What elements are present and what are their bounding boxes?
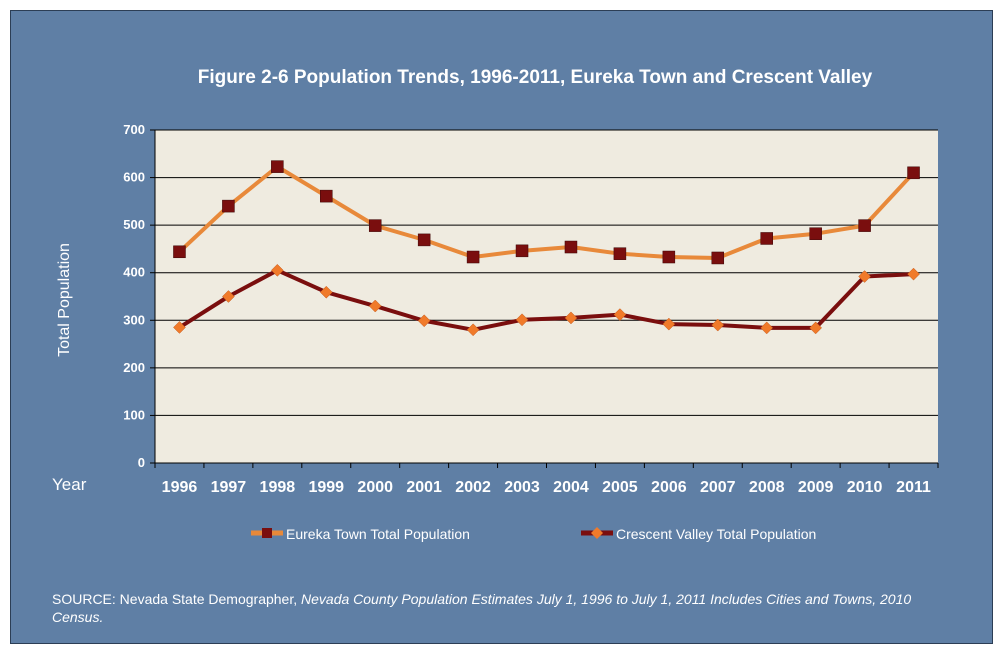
data-point-1 [368, 299, 382, 313]
data-point-0 [662, 250, 676, 264]
data-point-0 [368, 219, 382, 232]
x-tick-label: 2005 [602, 479, 638, 496]
x-tick-label: 2009 [798, 479, 834, 496]
data-point-1 [417, 314, 431, 328]
data-point-0 [711, 251, 725, 265]
x-tick-label: 2006 [651, 479, 687, 496]
x-tick-label: 1996 [162, 479, 198, 496]
x-tick-label: 2011 [896, 479, 931, 496]
legend-eureka-swatch [251, 528, 283, 538]
x-tick-label: 2003 [504, 479, 540, 496]
legend-crescent-swatch [581, 527, 613, 539]
x-tick-label: 1999 [308, 479, 344, 496]
chart-title: Figure 2-6 Population Trends, 1996-2011,… [197, 67, 873, 88]
data-point-1 [711, 318, 725, 332]
x-tick-label: 1998 [260, 479, 296, 496]
data-point-1 [858, 270, 871, 283]
x-tick-label: 1997 [211, 479, 247, 496]
x-axis-label: Year [52, 475, 87, 494]
source-prefix: SOURCE: Nevada State Demographer, [52, 591, 302, 607]
x-tick-label: 2004 [553, 479, 589, 496]
data-point-0 [564, 240, 578, 254]
data-point-0 [809, 227, 822, 240]
data-point-0 [271, 160, 284, 173]
y-tick-label: 300 [123, 312, 145, 327]
y-tick-label: 100 [123, 407, 145, 422]
data-point-0 [760, 232, 773, 245]
y-axis-label: Total Population [56, 243, 73, 357]
data-point-1 [319, 285, 333, 299]
data-point-1 [466, 323, 480, 337]
data-point-1 [662, 317, 676, 331]
y-tick-label: 0 [138, 455, 145, 470]
x-tick-label: 2010 [847, 479, 883, 496]
x-tick-label: 2007 [700, 479, 736, 496]
source-note: SOURCE: Nevada State Demographer, Nevada… [52, 590, 952, 626]
y-tick-label: 700 [123, 122, 145, 137]
data-point-1 [270, 263, 284, 277]
data-point-0 [466, 250, 480, 264]
y-tick-label: 400 [123, 265, 145, 280]
x-tick-label: 2008 [749, 479, 785, 496]
data-point-1 [907, 267, 920, 281]
legend-eureka-label: Eureka Town Total Population [286, 526, 470, 542]
data-point-1 [809, 321, 823, 335]
data-point-0 [173, 245, 186, 259]
data-point-0 [515, 244, 529, 258]
data-point-1 [613, 308, 627, 321]
source-citation: Nevada County Population Estimates July … [52, 591, 912, 625]
data-point-0 [222, 199, 235, 213]
x-tick-label: 2002 [455, 479, 491, 496]
legend-crescent-label: Crescent Valley Total Population [616, 526, 817, 542]
y-tick-label: 500 [123, 217, 145, 232]
data-point-0 [858, 219, 871, 232]
y-tick-label: 600 [123, 170, 145, 185]
data-point-0 [417, 233, 431, 247]
data-point-0 [907, 166, 920, 180]
data-point-1 [515, 313, 529, 327]
series-line-1 [178, 268, 914, 332]
series-line-0 [178, 164, 915, 260]
data-point-1 [760, 321, 774, 335]
data-point-0 [320, 189, 333, 203]
plot-area [155, 130, 938, 463]
x-tick-label: 2000 [357, 479, 393, 496]
data-point-1 [564, 311, 578, 325]
x-tick-label: 2001 [406, 479, 442, 496]
data-point-1 [173, 321, 186, 334]
data-point-1 [222, 290, 235, 303]
y-tick-label: 200 [123, 360, 145, 375]
data-point-0 [613, 247, 627, 260]
